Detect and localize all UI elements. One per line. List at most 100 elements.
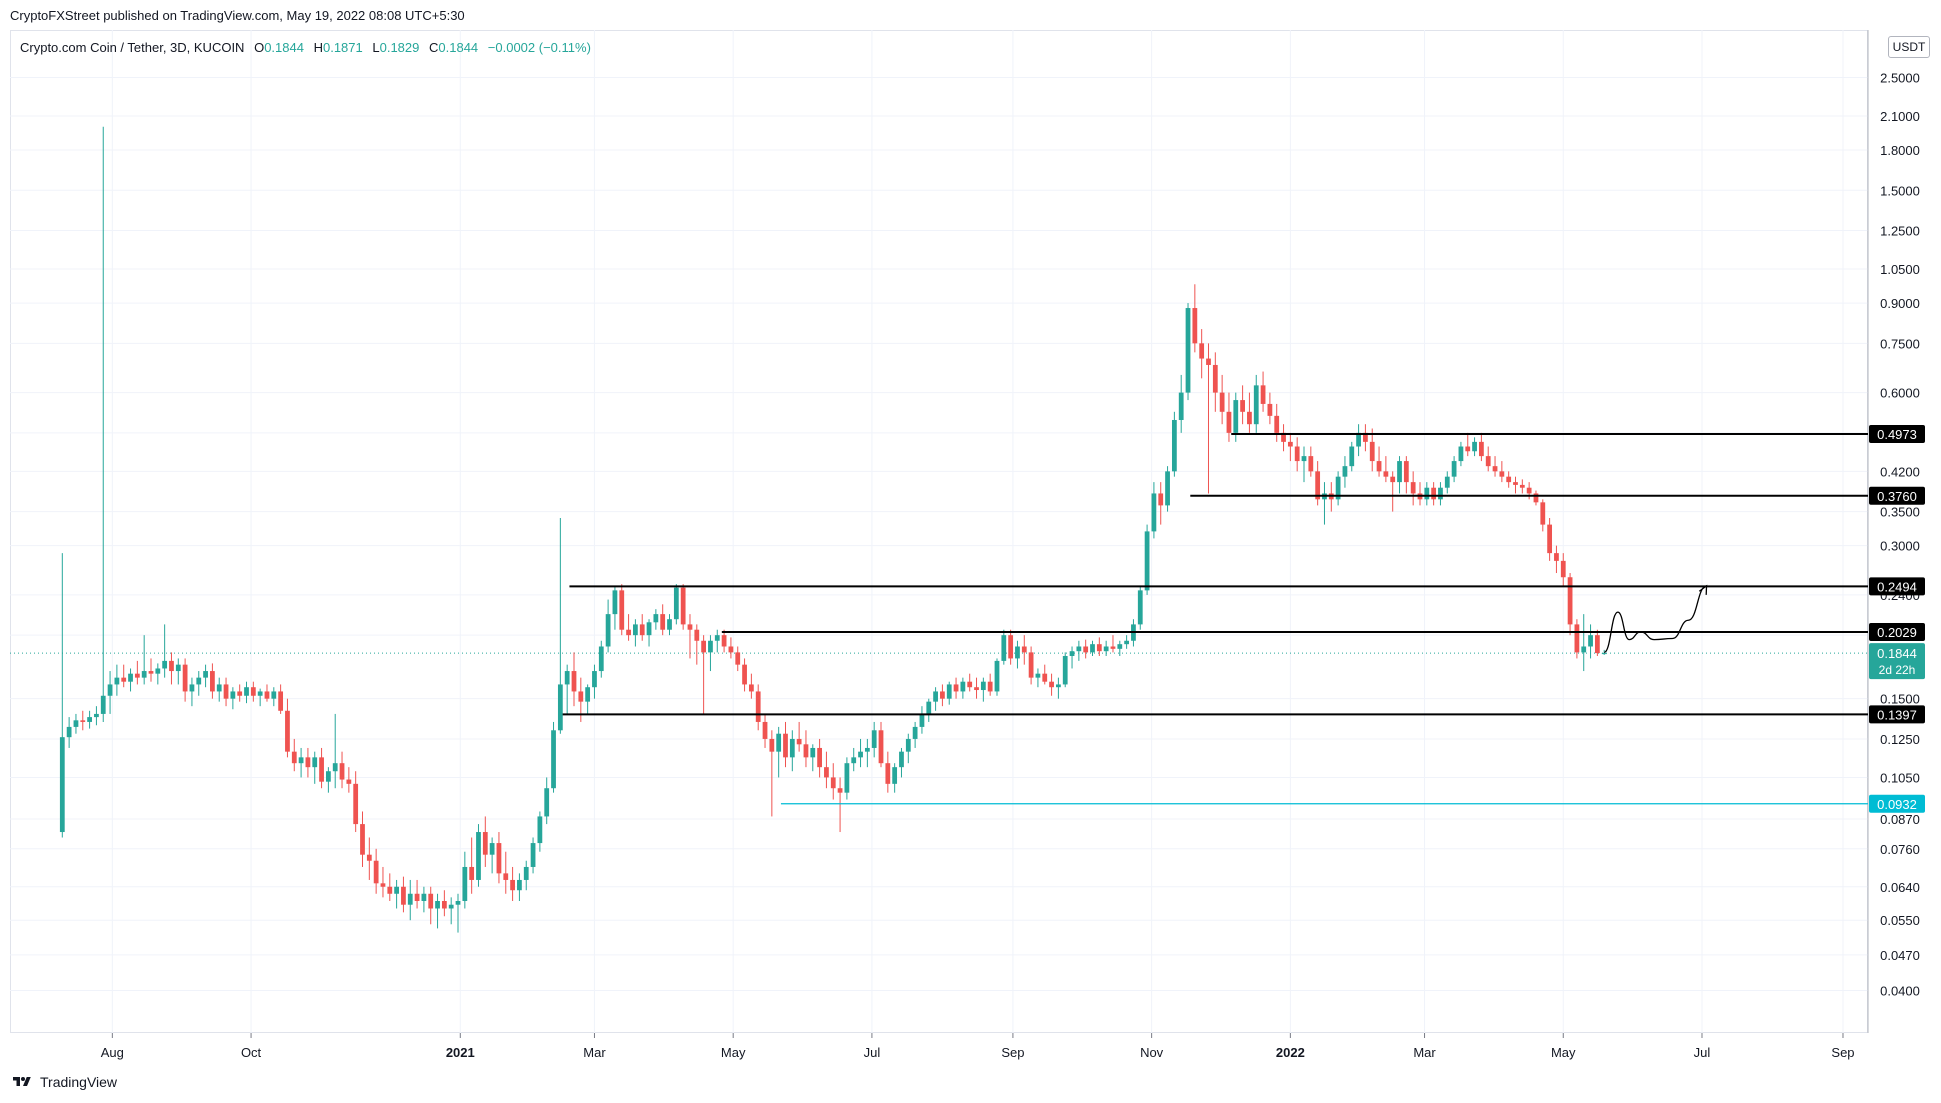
x-tick-label: 2022: [1276, 1045, 1305, 1060]
y-tick-label: 0.0870: [1880, 812, 1920, 827]
candle-body: [1158, 493, 1164, 506]
candle-body: [626, 629, 631, 636]
candle-body: [1444, 476, 1450, 488]
candle-body: [264, 691, 270, 699]
y-tick-label: 0.0550: [1880, 913, 1920, 928]
candle-body: [940, 691, 945, 699]
candle-body: [469, 866, 475, 880]
candle-body: [1021, 646, 1027, 653]
candle-body: [1165, 471, 1170, 506]
candle-body: [1178, 392, 1184, 420]
candle-body: [1594, 635, 1600, 654]
candle-body: [73, 720, 79, 727]
candle-body: [1513, 482, 1518, 485]
candle-body: [244, 687, 249, 696]
candle-body: [305, 757, 311, 768]
candle-body: [994, 660, 1000, 692]
candle-body: [1124, 640, 1130, 645]
candle-body: [1001, 635, 1007, 661]
level-price-tag: [1869, 794, 1925, 813]
candle-body: [380, 883, 386, 887]
high-label: H: [313, 40, 323, 55]
candle-body: [1294, 446, 1300, 462]
candle-body: [1185, 308, 1191, 393]
projection-arrowhead: [1698, 584, 1708, 595]
candle-body: [537, 816, 543, 844]
candle-body: [619, 590, 625, 630]
candle-body: [462, 866, 468, 901]
candle-body: [107, 684, 113, 696]
candle-body: [557, 684, 563, 731]
candle-body: [1308, 456, 1314, 472]
candle-body: [946, 684, 952, 699]
candle-body: [1151, 493, 1157, 532]
x-tick-label: Aug: [101, 1045, 124, 1060]
candle-body: [667, 619, 672, 630]
candle-body: [1369, 441, 1375, 462]
candle-body: [66, 726, 72, 738]
candle-body: [1083, 646, 1089, 653]
candle-body: [1301, 456, 1307, 462]
x-tick-label: Sep: [1831, 1045, 1854, 1060]
candle-body: [974, 687, 979, 691]
candle-body: [1103, 646, 1109, 652]
candle-body: [1560, 560, 1566, 578]
candle-body: [210, 671, 215, 692]
candle-body: [708, 640, 713, 653]
candle-body: [789, 738, 795, 758]
candle-body: [1253, 385, 1259, 425]
candle-body: [1233, 400, 1239, 433]
candle-body: [489, 843, 495, 855]
candle-body: [1554, 553, 1559, 561]
candle-body: [1363, 432, 1368, 442]
candle-body: [196, 677, 202, 685]
candle-body: [1472, 441, 1477, 452]
candle-body: [612, 590, 618, 615]
low-label: L: [372, 40, 380, 55]
footer-brand-name: TradingView: [40, 1074, 118, 1090]
candle-body: [94, 713, 99, 718]
candle-body: [1049, 681, 1054, 688]
candle-body: [216, 684, 222, 692]
candle-body: [598, 646, 604, 672]
candle-body: [605, 614, 611, 647]
candle-body: [1567, 577, 1573, 625]
candle-body: [510, 879, 515, 891]
candle-body: [1356, 432, 1361, 447]
y-tick-label: 0.1500: [1880, 692, 1920, 707]
candle-body: [762, 721, 768, 739]
candle-body: [414, 893, 420, 901]
candle-body: [128, 673, 133, 682]
currency-button[interactable]: USDT: [1888, 36, 1930, 58]
candle-body: [189, 684, 195, 692]
candle-body: [796, 738, 802, 745]
candle-body: [776, 733, 782, 752]
x-tick-label: May: [721, 1045, 746, 1060]
candle-body: [633, 624, 638, 636]
candle-body: [407, 893, 413, 905]
candle-body: [830, 777, 836, 789]
candle-body: [1465, 446, 1471, 452]
candle-body: [169, 660, 174, 672]
level-price-tag: [1869, 577, 1925, 596]
candle-body: [824, 767, 829, 778]
candle-body: [1458, 446, 1464, 462]
candle-body: [1335, 476, 1341, 500]
candle-body: [87, 717, 92, 722]
candle-body: [1492, 466, 1498, 472]
candle-body: [1247, 411, 1252, 425]
candle-body: [755, 691, 761, 722]
candle-body: [1315, 471, 1321, 500]
level-price-label: 0.2029: [1877, 625, 1917, 640]
candle-body: [714, 635, 720, 641]
candle-body: [435, 900, 440, 909]
candle-body: [1383, 471, 1389, 477]
y-tick-label: 0.0470: [1880, 948, 1920, 963]
x-tick-label: Nov: [1140, 1045, 1164, 1060]
candle-body: [1376, 461, 1382, 472]
candle-body: [278, 691, 284, 711]
high-value: 0.1871: [322, 40, 363, 55]
publisher-line: CryptoFXStreet published on TradingView.…: [10, 8, 465, 23]
candle-body: [926, 701, 932, 714]
candle-body: [373, 860, 379, 884]
